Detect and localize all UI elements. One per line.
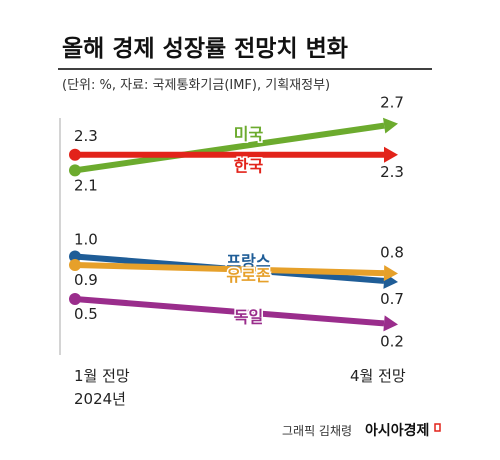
series-1: 한국: [69, 146, 398, 177]
series-arrowhead-0: [382, 117, 398, 134]
series-name-label-0: 미국: [234, 125, 264, 144]
x-label-jan: 1월 전망: [74, 367, 130, 385]
series-arrowhead-4: [383, 315, 398, 332]
series-line-3: [74, 262, 385, 277]
left-value-label-1: 2.1: [74, 176, 98, 194]
chart-title: 올해 경제 성장률 전망치 변화: [62, 36, 348, 62]
right-value-label-4: 0.2: [380, 333, 404, 351]
right-value-label-3: 0.7: [380, 290, 404, 308]
x-label-year: 2024년: [74, 390, 126, 408]
series-start-point-4: [69, 293, 81, 305]
series-3: 유로존: [69, 259, 398, 286]
right-value-label-0: 2.7: [380, 94, 404, 112]
series-0: 미국: [69, 117, 398, 177]
brand-logo-mark: [434, 423, 441, 432]
left-value-label-0: 2.3: [74, 127, 98, 145]
series-2: 프랑스: [69, 250, 398, 289]
right-value-label-1: 2.3: [380, 163, 404, 181]
series-start-point-2: [69, 250, 81, 263]
left-value-label-4: 0.5: [74, 305, 98, 323]
series-start-point-3: [69, 259, 81, 271]
x-label-apr: 4월 전망: [350, 367, 406, 385]
brand-name: 아시아경제: [365, 422, 429, 439]
left-value-label-3: 0.9: [74, 271, 98, 289]
series-name-label-3: 유로존: [226, 266, 270, 285]
value-labels-layer: 2.3 2.1 1.0 0.9 0.5 2.7 2.3 0.8 0.7 0.2: [74, 94, 404, 351]
chart-subtitle: (단위: %, 자료: 국제통화기금(IMF), 기획재정부): [62, 78, 330, 93]
series-line-4: [74, 296, 385, 327]
series-arrowhead-1: [384, 146, 398, 163]
series-4: 독일: [69, 293, 398, 332]
series-start-point-0: [69, 164, 81, 177]
series-start-point-1: [69, 148, 81, 161]
graphic-credit: 그래픽 김채령: [282, 424, 352, 438]
right-value-label-2: 0.8: [380, 244, 404, 262]
series-line-0: [74, 122, 385, 174]
left-value-label-2: 1.0: [74, 231, 98, 249]
series-arrowhead-3: [383, 265, 398, 282]
series-name-label-1: 한국: [234, 156, 264, 175]
series-name-label-4: 독일: [234, 307, 263, 326]
